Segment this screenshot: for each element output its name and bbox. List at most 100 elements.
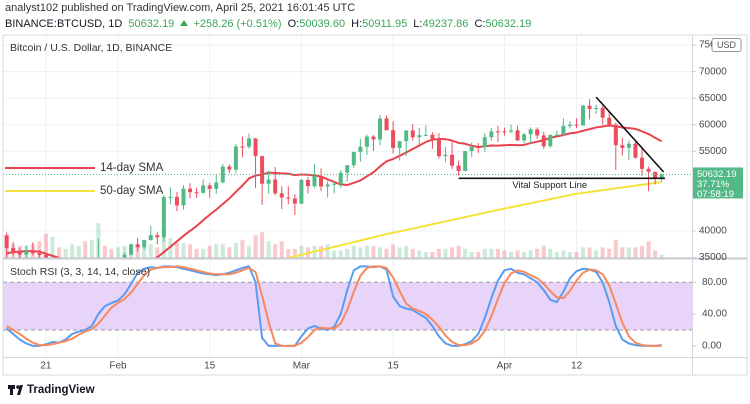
candle-body (43, 254, 48, 258)
volume-bar (351, 245, 356, 258)
y-tick-label: 35000 (699, 252, 727, 263)
y-tick-label: 40.00 (702, 309, 727, 320)
ohlc-key: H: (351, 18, 363, 30)
candle-body (640, 157, 644, 169)
candle-body (476, 146, 481, 148)
volume-bar (174, 242, 179, 258)
legend-label: 50-day SMA (100, 185, 164, 197)
candle-body (509, 130, 513, 132)
volume-bar (102, 245, 107, 258)
candle-body (607, 117, 612, 125)
candle-body (319, 175, 324, 187)
y-tick-label: 65000 (699, 93, 727, 104)
candle-body (469, 146, 474, 152)
volume-bar (581, 247, 586, 258)
candle-body (548, 134, 553, 147)
candle-body (188, 188, 193, 193)
price-tag (693, 167, 743, 199)
currency-badge (711, 38, 742, 52)
volume-bar (423, 251, 428, 258)
candle-body (135, 244, 140, 248)
candle-body (240, 146, 245, 148)
candle-body (430, 134, 435, 139)
candle-body (24, 251, 29, 255)
volume-bar (417, 250, 422, 258)
candle-body (535, 129, 540, 136)
x-tick-label: Mar (293, 361, 311, 372)
volume-bar (659, 254, 664, 258)
ohlc-value: 50632.19 (485, 18, 532, 30)
volume-bar (207, 245, 212, 258)
candle-body (305, 180, 310, 187)
symbol: BINANCE:BTCUSD, 1D (5, 18, 123, 30)
candle-body (11, 248, 16, 252)
volume-bar (410, 248, 415, 258)
tradingview-logo (8, 385, 23, 395)
candle-body (227, 166, 232, 170)
volume-bar (541, 245, 546, 258)
volume-bar (528, 250, 533, 258)
volume-bar (554, 251, 559, 258)
volume-bar (364, 245, 369, 258)
volume-bar (299, 245, 304, 258)
candle-body (561, 125, 566, 135)
candle-body (378, 118, 382, 140)
drawing-line (595, 96, 665, 173)
price-tag-label: 37.71% (697, 179, 730, 190)
stoch-title: Stoch RSI (3, 3, 14, 14, close) (10, 266, 150, 278)
candle-body (260, 156, 265, 184)
candle-body (247, 138, 251, 147)
volume-bar (515, 250, 520, 258)
volume-bar (37, 241, 42, 258)
volume-bar (220, 244, 225, 258)
volume-bar (338, 250, 343, 258)
volume-bar (633, 247, 638, 258)
volume-bar (247, 245, 251, 258)
candle-body (37, 253, 42, 255)
ohlc-value: 50039.60 (299, 18, 346, 30)
candle-body (292, 198, 297, 204)
stoch-line (6, 265, 662, 347)
volume-bar (404, 245, 409, 258)
volume-bar (63, 248, 68, 258)
volume-bar (646, 241, 651, 258)
candle-body (456, 165, 461, 171)
candle-body (30, 251, 35, 254)
candle-body (142, 240, 147, 248)
volume-bar (253, 235, 258, 258)
candle-body (174, 196, 179, 206)
drawing-label: Vital Support Line (512, 180, 587, 191)
candle-body (417, 135, 422, 138)
candle-body (404, 130, 409, 142)
candle-body (345, 165, 350, 173)
volume-bar (122, 245, 127, 258)
candle-body (600, 107, 605, 118)
candle-body (567, 124, 572, 126)
chart-title: Bitcoin / U.S. Dollar, 1D, BINANCE (10, 42, 172, 54)
volume-bar (594, 250, 599, 258)
candle-body (594, 107, 599, 110)
candle-body (17, 251, 22, 255)
volume-bar (273, 244, 278, 258)
volume-bar (83, 241, 88, 258)
y-tick-label: 0.00 (702, 341, 722, 352)
volume-bar (345, 248, 350, 258)
candle-body (207, 185, 212, 189)
candle-body (541, 135, 546, 147)
volume-bar (260, 232, 265, 258)
candle-body (620, 145, 625, 148)
volume-bar (600, 247, 605, 258)
volume-bar (443, 248, 448, 258)
candle-body (181, 188, 186, 206)
volume-bar (384, 248, 389, 258)
currency-label: USD (717, 40, 737, 50)
volume-bar (482, 248, 487, 258)
volume-bar (240, 239, 245, 258)
candle-body (214, 182, 219, 189)
candle-body (653, 171, 658, 178)
candle-body (626, 143, 631, 148)
brand: TradingView (27, 384, 95, 396)
header-line-1: analyst102 published on TradingView.com,… (5, 2, 358, 14)
volume-bar (397, 247, 402, 258)
candle-body (122, 254, 127, 258)
